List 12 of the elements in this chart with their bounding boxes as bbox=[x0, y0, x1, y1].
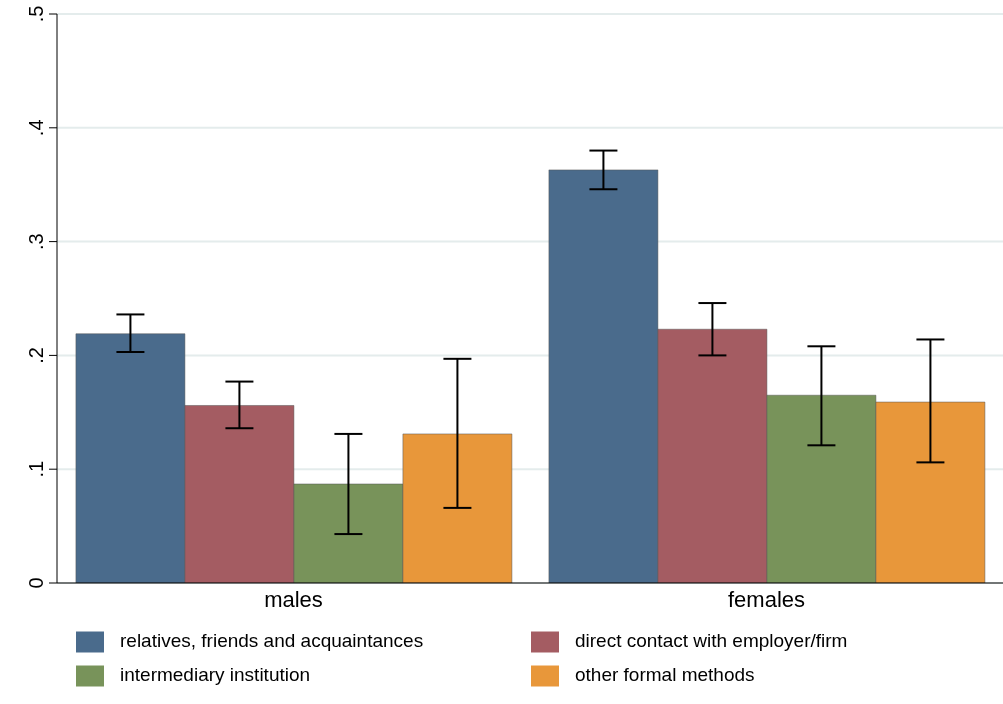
y-tick-label: .2 bbox=[25, 347, 47, 364]
legend-label: direct contact with employer/firm bbox=[575, 630, 848, 652]
legend-label: intermediary institution bbox=[120, 664, 311, 686]
y-tick-label: .4 bbox=[25, 119, 47, 137]
y-tick-label: 0 bbox=[25, 577, 47, 589]
legend-label: other formal methods bbox=[575, 664, 755, 686]
x-tick-label: males bbox=[264, 586, 323, 612]
y-tick-label: .1 bbox=[25, 460, 47, 478]
legend-label: relatives, friends and acquaintances bbox=[120, 630, 424, 652]
y-tick-label: .3 bbox=[25, 233, 47, 250]
x-tick-label: females bbox=[727, 586, 806, 612]
y-tick-label: .5 bbox=[25, 5, 47, 23]
